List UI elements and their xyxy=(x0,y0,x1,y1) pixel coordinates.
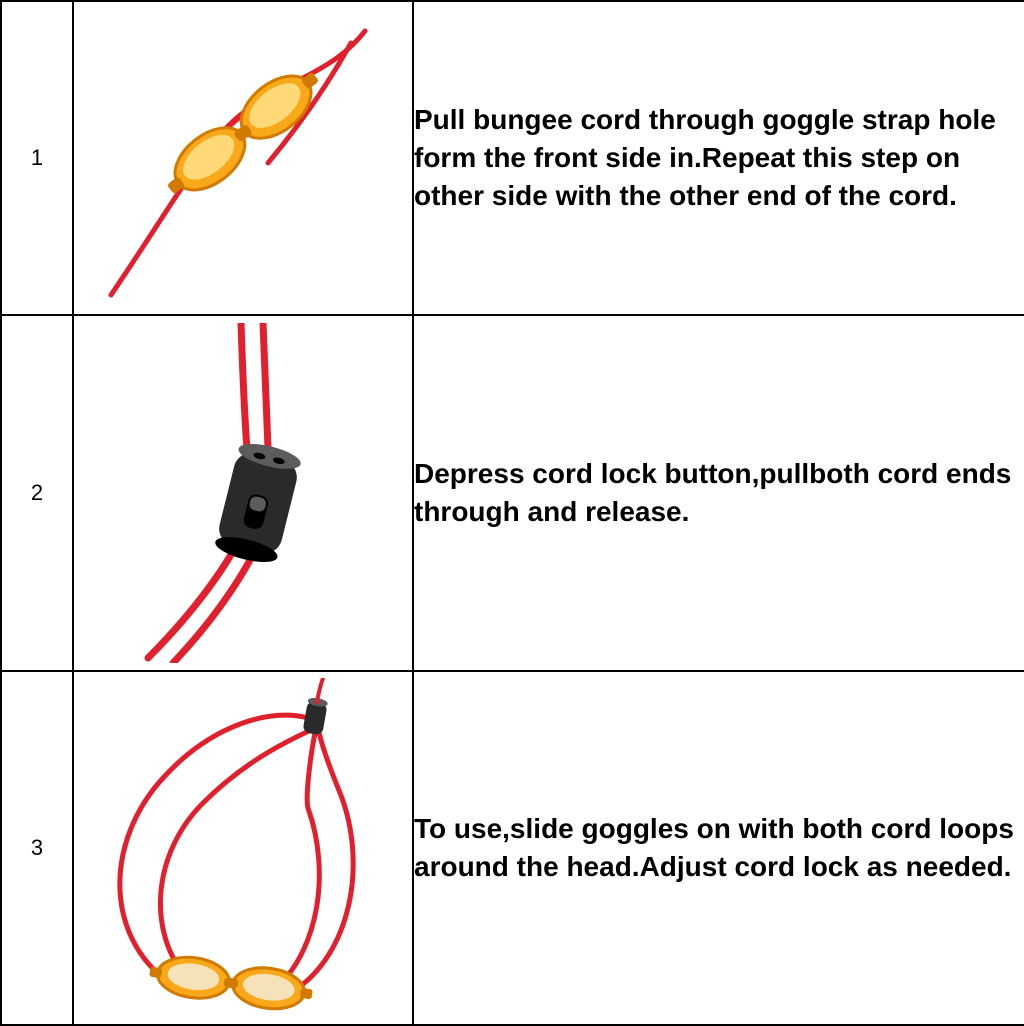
goggle-threading-icon xyxy=(93,13,393,303)
step-number-cell: 2 xyxy=(1,315,73,671)
table-row: 3 xyxy=(1,671,1024,1025)
instruction-text: Depress cord lock button,pullboth cord e… xyxy=(414,455,1024,531)
instruction-cell: To use,slide goggles on with both cord l… xyxy=(413,671,1024,1025)
step-number: 3 xyxy=(31,835,43,860)
step-number-cell: 3 xyxy=(1,671,73,1025)
table-row: 1 xyxy=(1,1,1024,315)
step-number-cell: 1 xyxy=(1,1,73,315)
assembled-goggles-icon xyxy=(93,678,393,1018)
step-number: 1 xyxy=(31,145,43,170)
cord-lock-icon xyxy=(93,323,393,663)
instruction-table: 1 xyxy=(0,0,1024,1026)
instruction-cell: Pull bungee cord through goggle strap ho… xyxy=(413,1,1024,315)
illustration-cell xyxy=(73,315,413,671)
illustration-cell xyxy=(73,1,413,315)
illustration-cell xyxy=(73,671,413,1025)
table-row: 2 xyxy=(1,315,1024,671)
instruction-text: Pull bungee cord through goggle strap ho… xyxy=(414,101,1024,214)
instruction-text: To use,slide goggles on with both cord l… xyxy=(414,810,1024,886)
step-number: 2 xyxy=(31,480,43,505)
instruction-cell: Depress cord lock button,pullboth cord e… xyxy=(413,315,1024,671)
